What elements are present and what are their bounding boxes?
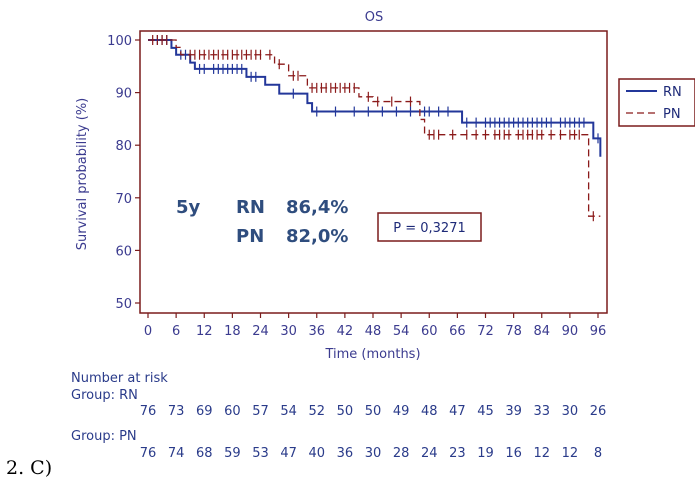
y-tick-label: 80 xyxy=(115,139,132,154)
x-tick-label: 30 xyxy=(280,324,297,339)
risk-value: 12 xyxy=(562,446,579,461)
x-tick-label: 36 xyxy=(308,324,325,339)
y-axis: 50 60 70 80 90 100 xyxy=(107,34,140,312)
risk-value: 8 xyxy=(594,446,602,461)
legend-frame xyxy=(618,78,695,127)
risk-value: 74 xyxy=(168,446,185,461)
x-tick-label: 48 xyxy=(365,324,382,339)
risk-value: 48 xyxy=(421,404,438,419)
x-tick-label: 42 xyxy=(337,324,354,339)
risk-value: 52 xyxy=(308,404,325,419)
summary-label: 5y xyxy=(176,197,201,218)
risk-value: 28 xyxy=(393,446,410,461)
legend-label-rn: RN xyxy=(663,85,682,100)
x-tick-label: 84 xyxy=(533,324,550,339)
x-axis-label: Time (months) xyxy=(324,347,420,362)
risk-value: 16 xyxy=(505,446,522,461)
y-tick-label: 70 xyxy=(115,192,132,207)
risk-value: 59 xyxy=(224,446,241,461)
risk-value: 30 xyxy=(365,446,382,461)
chart-title: OS xyxy=(365,10,383,25)
summary-group-pn: PN xyxy=(236,226,264,247)
risk-value: 50 xyxy=(365,404,382,419)
risk-value: 69 xyxy=(196,404,213,419)
risk-value: 53 xyxy=(252,446,269,461)
figure-caption: 2. C) xyxy=(6,457,52,479)
risk-value: 60 xyxy=(224,404,241,419)
x-tick-label: 60 xyxy=(421,324,438,339)
risk-value: 33 xyxy=(533,404,550,419)
risk-value: 39 xyxy=(505,404,522,419)
risk-value: 68 xyxy=(196,446,213,461)
risk-table-title: Number at risk xyxy=(71,371,168,386)
plot-frame xyxy=(139,30,608,314)
risk-value: 54 xyxy=(280,404,297,419)
risk-value: 57 xyxy=(252,404,269,419)
x-tick-label: 90 xyxy=(562,324,579,339)
x-tick-label: 12 xyxy=(196,324,213,339)
y-tick-label: 60 xyxy=(115,244,132,259)
x-tick-label: 24 xyxy=(252,324,269,339)
p-value-text: P = 0,3271 xyxy=(393,221,465,236)
risk-value: 76 xyxy=(140,404,157,419)
risk-value: 73 xyxy=(168,404,185,419)
x-tick-label: 72 xyxy=(477,324,494,339)
series-line-pn xyxy=(148,39,601,217)
x-tick-label: 54 xyxy=(393,324,410,339)
y-axis-label: Survival probability (%) xyxy=(75,98,90,251)
x-tick-label: 18 xyxy=(224,324,241,339)
p-value-box: P = 0,3271 xyxy=(377,212,482,242)
risk-value: 45 xyxy=(477,404,494,419)
risk-group-label-pn: Group: PN xyxy=(71,429,137,444)
x-tick-label: 6 xyxy=(172,324,180,339)
risk-value: 76 xyxy=(140,446,157,461)
x-tick-label: 0 xyxy=(144,324,152,339)
y-tick-label: 90 xyxy=(115,87,132,102)
summary-group-rn: RN xyxy=(236,197,265,218)
risk-value: 12 xyxy=(533,446,550,461)
x-axis: 0 6 12 18 24 30 36 42 48 54 60 66 72 78 84 90 96 xyxy=(144,313,606,339)
summary-value-rn: 86,4% xyxy=(286,197,348,218)
risk-value: 47 xyxy=(449,404,466,419)
risk-value: 40 xyxy=(308,446,325,461)
x-tick-label: 78 xyxy=(505,324,522,339)
risk-value: 23 xyxy=(449,446,466,461)
risk-value: 36 xyxy=(337,446,354,461)
x-tick-label: 96 xyxy=(590,324,607,339)
risk-value: 19 xyxy=(477,446,494,461)
x-tick-label: 66 xyxy=(449,324,466,339)
legend: RN PN xyxy=(618,78,695,127)
risk-value: 26 xyxy=(590,404,607,419)
risk-value: 47 xyxy=(280,446,297,461)
risk-value: 49 xyxy=(393,404,410,419)
p-value-frame xyxy=(377,212,482,242)
risk-row-pn: 76 74 68 59 53 47 40 36 30 28 24 23 19 16 12 12 8 xyxy=(140,446,602,461)
y-tick-label: 50 xyxy=(115,297,132,312)
risk-row-rn: 76 73 69 60 57 54 52 50 50 49 48 47 45 39 33 30 26 xyxy=(140,404,607,419)
risk-value: 30 xyxy=(562,404,579,419)
legend-label-pn: PN xyxy=(663,107,681,122)
risk-value: 24 xyxy=(421,446,438,461)
summary-value-pn: 82,0% xyxy=(286,226,348,247)
five-year-summary: 5y RN 86,4% PN 82,0% xyxy=(176,197,348,247)
y-tick-label: 100 xyxy=(107,34,132,49)
risk-table: Number at risk Group: RN 76 73 69 60 57 54 52 5… xyxy=(71,371,606,461)
risk-group-label-rn: Group: RN xyxy=(71,388,138,403)
series-layer xyxy=(148,35,602,222)
risk-value: 50 xyxy=(337,404,354,419)
